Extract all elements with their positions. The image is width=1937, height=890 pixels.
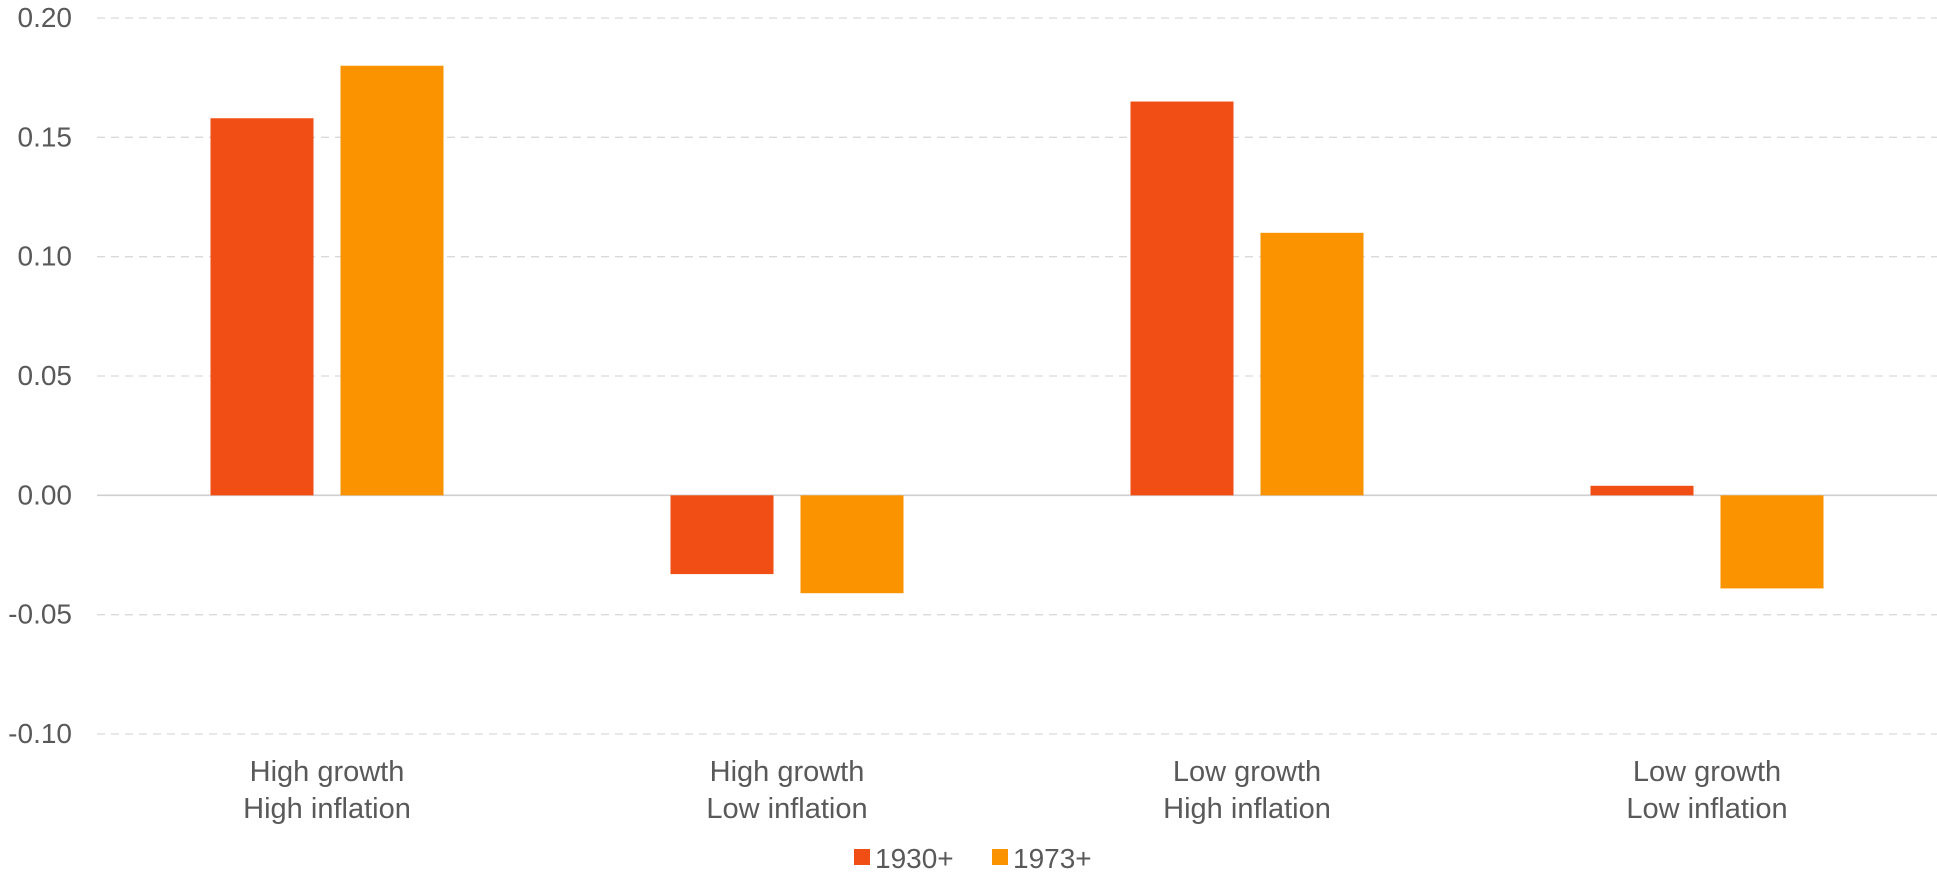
y-tick-label: -0.10 bbox=[8, 718, 72, 749]
x-category-label: Low inflation bbox=[706, 793, 867, 825]
y-tick-label: 0.05 bbox=[18, 360, 73, 391]
x-category-label: High growth bbox=[710, 756, 865, 788]
bar-1930plus-3 bbox=[1590, 485, 1694, 496]
x-category-label: Low growth bbox=[1173, 756, 1321, 788]
legend-swatch bbox=[992, 849, 1008, 865]
bar-1973plus-1 bbox=[800, 495, 904, 594]
legend-swatch bbox=[854, 849, 870, 865]
x-category-label: High inflation bbox=[243, 793, 411, 825]
bar-1973plus-3 bbox=[1720, 495, 1824, 589]
y-tick-label: 0.15 bbox=[18, 121, 73, 152]
bar-1973plus-2 bbox=[1260, 232, 1364, 496]
y-tick-label: -0.05 bbox=[8, 599, 72, 630]
x-category-label: High inflation bbox=[1163, 793, 1331, 825]
legend-label: 1973+ bbox=[1013, 843, 1092, 874]
y-tick-label: 0.10 bbox=[18, 241, 73, 272]
bar-1973plus-0 bbox=[340, 65, 444, 496]
y-tick-label: 0.20 bbox=[18, 2, 73, 33]
legend: 1930+ 1973+ bbox=[854, 843, 1092, 874]
bar-1930plus-2 bbox=[1130, 101, 1234, 496]
bars bbox=[210, 65, 1824, 594]
x-axis-category-labels: High growth High inflation High growth Low … bbox=[243, 756, 1787, 825]
x-category-label: Low growth bbox=[1633, 756, 1781, 788]
x-category-label: Low inflation bbox=[1626, 793, 1787, 825]
legend-label: 1930+ bbox=[875, 843, 954, 874]
x-category-label: High growth bbox=[250, 756, 405, 788]
bar-1930plus-0 bbox=[210, 118, 314, 496]
y-axis-tick-labels: 0.20 0.15 0.10 0.05 0.00 -0.05 -0.10 bbox=[8, 2, 72, 749]
bar-1930plus-1 bbox=[670, 495, 774, 575]
y-tick-label: 0.00 bbox=[18, 479, 73, 510]
